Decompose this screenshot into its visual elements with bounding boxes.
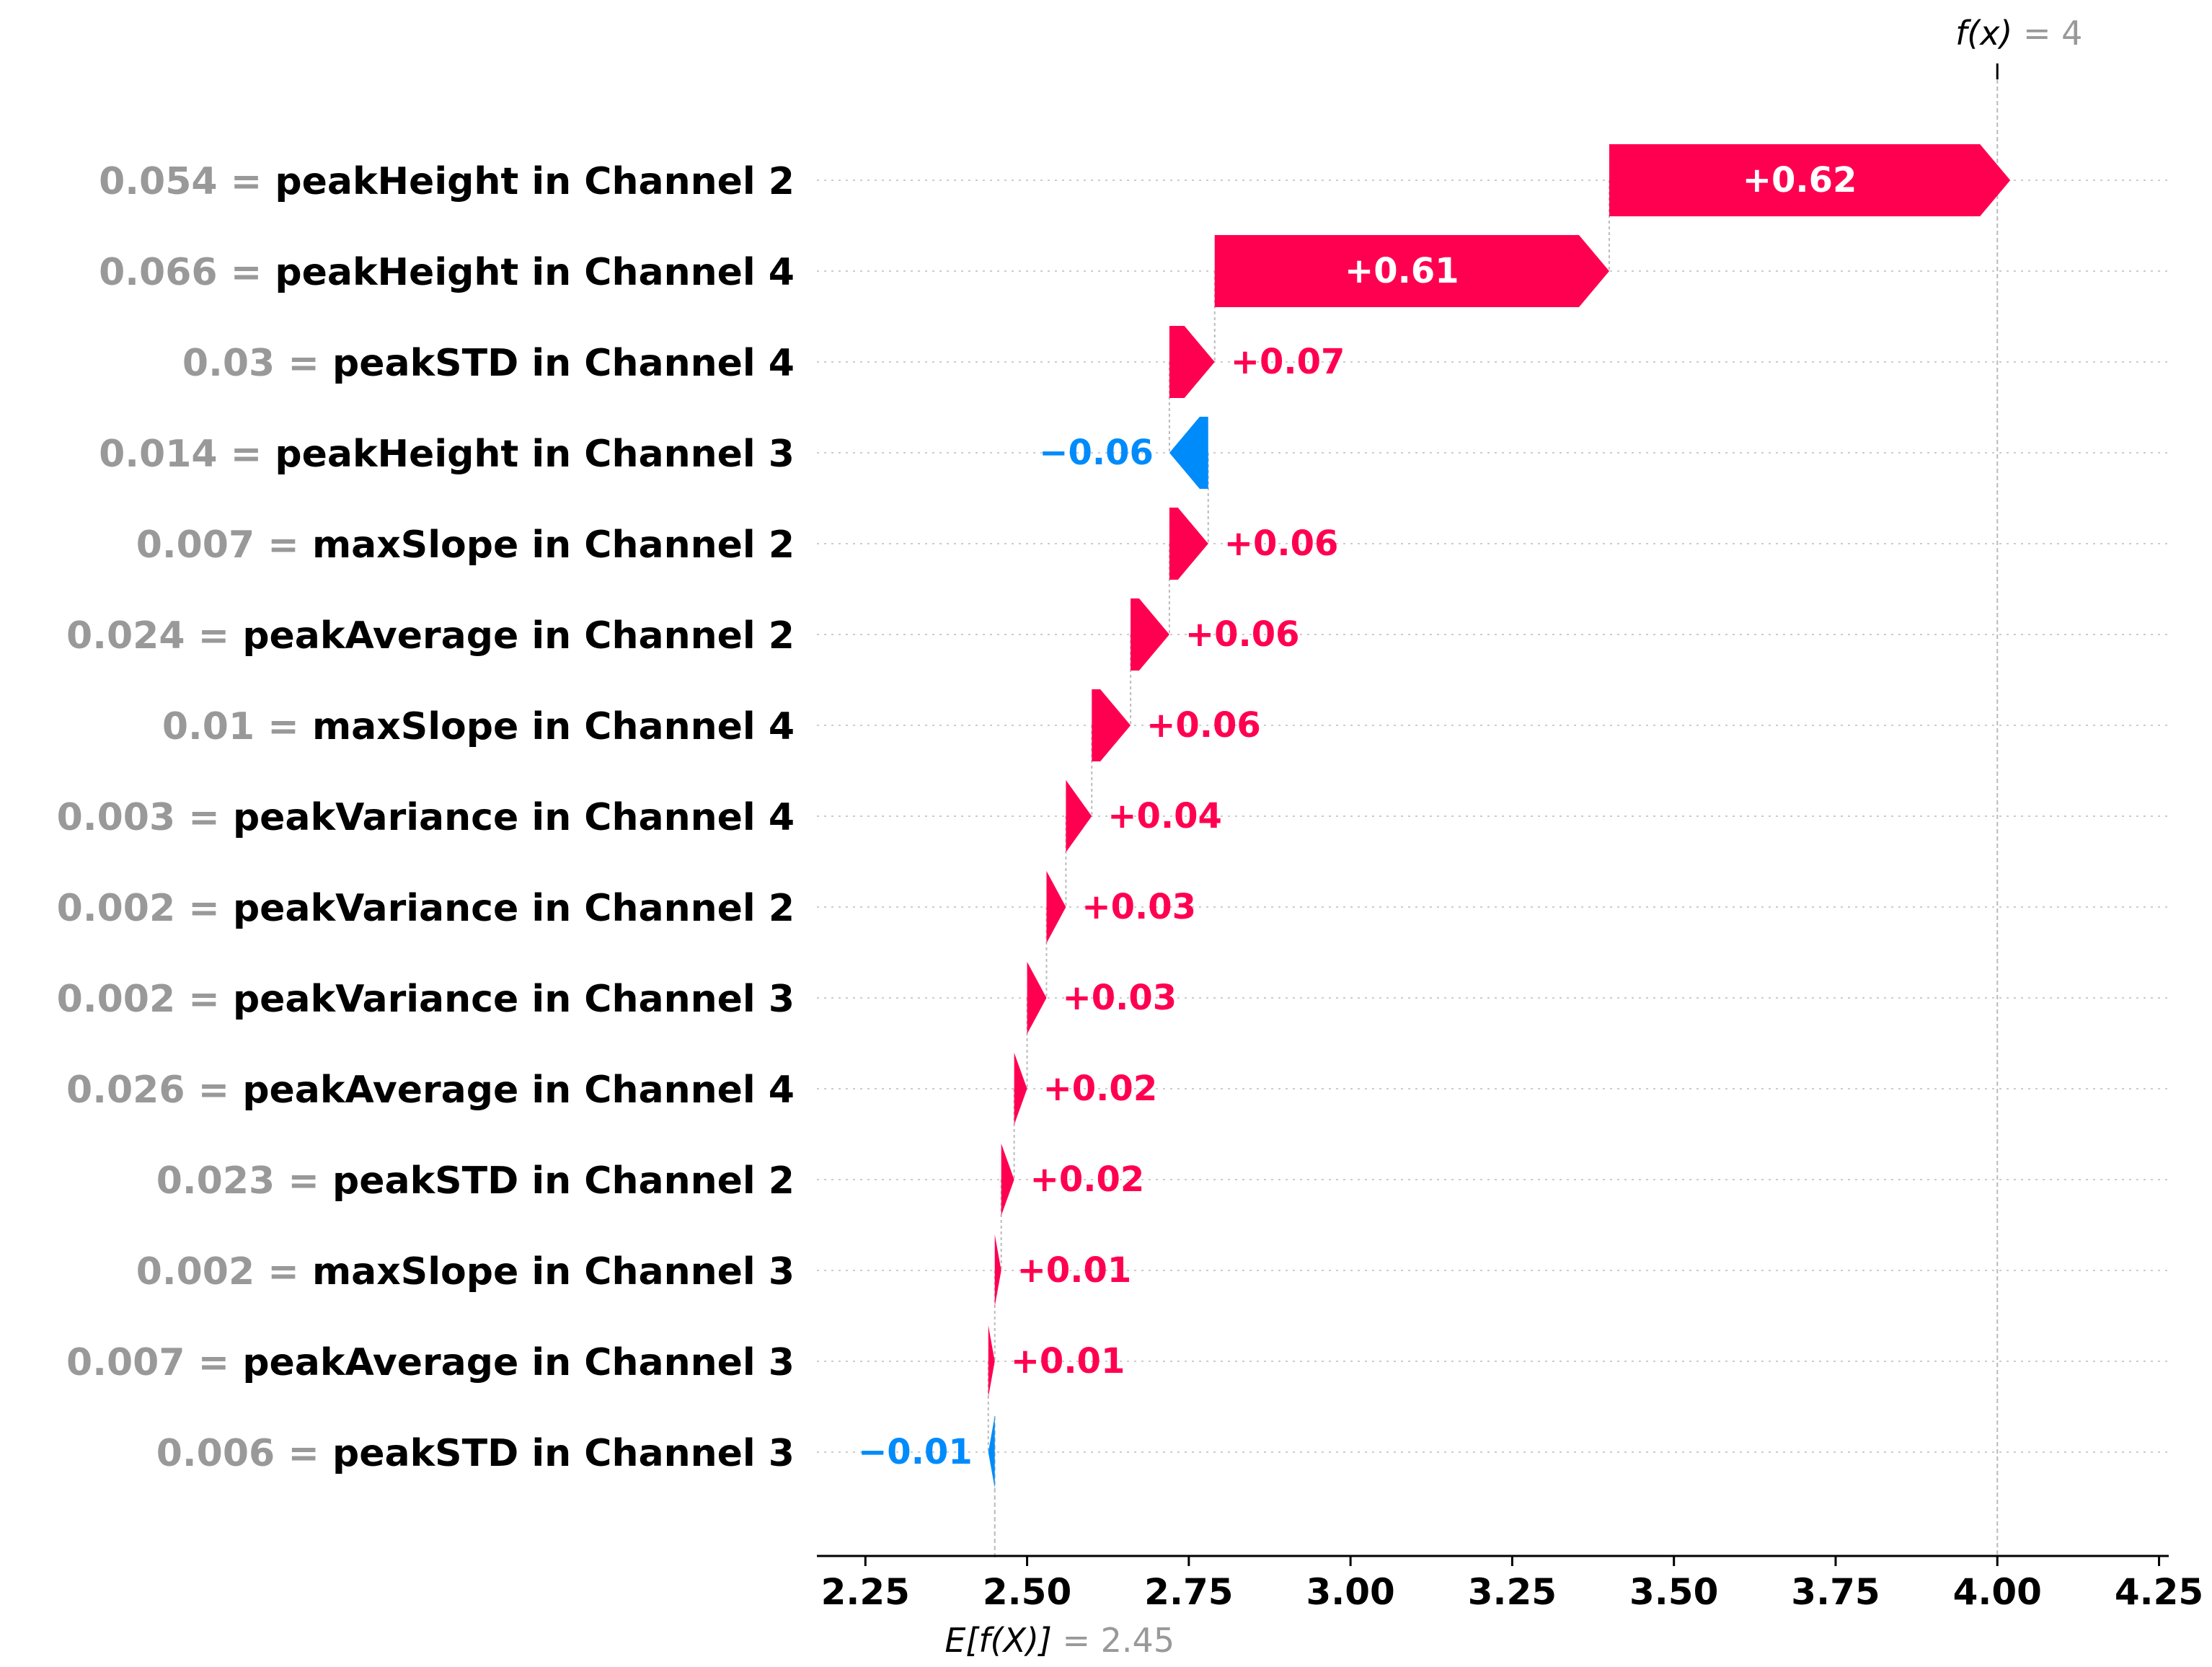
feature-label: 0.026 = peakAverage in Channel 4 [66, 1069, 795, 1112]
positive-contribution-bar [994, 1234, 1001, 1306]
feature-value: 0.066 = [99, 251, 275, 294]
feature-value: 0.003 = [57, 796, 233, 839]
feature-label: 0.066 = peakHeight in Channel 4 [99, 251, 795, 294]
positive-contribution-bar [988, 1325, 995, 1397]
feature-name: peakVariance in Channel 2 [233, 887, 795, 930]
bar-value-label: +0.03 [1062, 978, 1177, 1018]
bar-value-label: +0.03 [1081, 887, 1196, 927]
feature-label: 0.03 = peakSTD in Channel 4 [182, 342, 795, 385]
positive-contribution-bar [1169, 326, 1215, 398]
feature-value: 0.026 = [66, 1069, 242, 1112]
negative-contribution-bar [1169, 417, 1208, 489]
positive-contribution-bar [1046, 871, 1066, 943]
feature-label: 0.023 = peakSTD in Channel 2 [156, 1159, 795, 1203]
bar-value-label: +0.06 [1185, 614, 1300, 655]
feature-name: maxSlope in Channel 2 [312, 523, 795, 567]
feature-name: peakAverage in Channel 3 [242, 1341, 795, 1384]
feature-value: 0.01 = [162, 705, 312, 748]
feature-value: 0.002 = [57, 978, 233, 1021]
x-tick-label: 2.75 [1144, 1571, 1233, 1613]
feature-value: 0.006 = [156, 1432, 332, 1475]
x-tick-label: 3.00 [1306, 1571, 1394, 1613]
base-value-annotation-eq: = 2.45 [1063, 1621, 1175, 1660]
x-tick-label: 3.50 [1629, 1571, 1718, 1613]
feature-label: 0.014 = peakHeight in Channel 3 [99, 433, 795, 476]
feature-value: 0.007 = [136, 523, 312, 567]
base-value-annotation-expr: E[f(X)] [944, 1621, 1062, 1660]
feature-name: peakVariance in Channel 4 [233, 796, 795, 839]
feature-label: 0.002 = maxSlope in Channel 3 [136, 1250, 795, 1294]
bar-value-label: +0.01 [1011, 1341, 1125, 1381]
positive-contribution-bar [1131, 598, 1169, 671]
x-tick-label: 4.00 [1953, 1571, 2042, 1613]
x-tick-label: 2.50 [983, 1571, 1071, 1613]
feature-value: 0.014 = [99, 433, 275, 476]
feature-name: peakHeight in Channel 2 [275, 160, 795, 203]
feature-name: peakSTD in Channel 2 [332, 1159, 795, 1203]
feature-label: 0.01 = maxSlope in Channel 4 [162, 705, 795, 748]
bar-value-label: +0.06 [1146, 705, 1261, 746]
feature-name: peakSTD in Channel 4 [332, 342, 795, 385]
feature-name: maxSlope in Channel 4 [312, 705, 795, 748]
feature-label: 0.054 = peakHeight in Channel 2 [99, 160, 795, 203]
positive-contribution-bar [1169, 508, 1208, 580]
bar-value-label: +0.01 [1017, 1250, 1132, 1291]
feature-label: 0.002 = peakVariance in Channel 3 [57, 978, 795, 1021]
bar-value-label: −0.01 [858, 1432, 973, 1472]
final-value-annotation-eq: = 4 [2023, 14, 2082, 53]
positive-contribution-bar [1027, 962, 1047, 1034]
feature-label: 0.002 = peakVariance in Channel 2 [57, 887, 795, 930]
feature-value: 0.002 = [57, 887, 233, 930]
feature-value: 0.03 = [182, 342, 332, 385]
bar-value-label: +0.61 [1345, 251, 1459, 291]
positive-contribution-bar [1214, 235, 1609, 307]
feature-value: 0.007 = [66, 1341, 242, 1384]
feature-value: 0.002 = [136, 1250, 312, 1294]
bar-value-label: +0.02 [1030, 1159, 1145, 1200]
feature-value: 0.024 = [66, 614, 242, 658]
negative-contribution-bar [988, 1416, 995, 1488]
feature-label: 0.006 = peakSTD in Channel 3 [156, 1432, 795, 1475]
bar-value-label: +0.04 [1107, 796, 1222, 836]
feature-name: peakHeight in Channel 4 [275, 251, 795, 294]
feature-name: peakSTD in Channel 3 [332, 1432, 795, 1475]
feature-value: 0.023 = [156, 1159, 332, 1203]
positive-contribution-bar [1092, 689, 1131, 761]
bar-value-label: +0.07 [1231, 342, 1345, 382]
bar-value-label: +0.02 [1043, 1069, 1158, 1109]
bar-value-label: −0.06 [1039, 433, 1154, 473]
positive-contribution-bar [1066, 780, 1092, 852]
x-tick-label: 4.25 [2115, 1571, 2203, 1613]
bar-value-label: +0.62 [1743, 160, 1857, 200]
x-tick-label: 3.75 [1791, 1571, 1880, 1613]
final-value-annotation-expr: f(x) [1955, 14, 2023, 53]
feature-label: 0.003 = peakVariance in Channel 4 [57, 796, 795, 839]
x-tick-label: 2.25 [821, 1571, 910, 1613]
feature-name: peakAverage in Channel 2 [242, 614, 795, 658]
positive-contribution-bar [1001, 1144, 1014, 1216]
feature-value: 0.054 = [99, 160, 275, 203]
positive-contribution-bar [1609, 144, 2011, 216]
feature-label: 0.007 = peakAverage in Channel 3 [66, 1341, 795, 1384]
x-tick-label: 3.25 [1468, 1571, 1557, 1613]
feature-name: maxSlope in Channel 3 [312, 1250, 795, 1294]
feature-name: peakVariance in Channel 3 [233, 978, 795, 1021]
feature-label: 0.024 = peakAverage in Channel 2 [66, 614, 795, 658]
bar-value-label: +0.06 [1224, 523, 1339, 564]
final-value-annotation: f(x) = 4 [1955, 14, 2082, 53]
feature-name: peakHeight in Channel 3 [275, 433, 795, 476]
base-value-annotation: E[f(X)] = 2.45 [944, 1621, 1174, 1660]
positive-contribution-bar [1014, 1053, 1027, 1125]
feature-label: 0.007 = maxSlope in Channel 2 [136, 523, 795, 567]
feature-name: peakAverage in Channel 4 [242, 1069, 795, 1112]
